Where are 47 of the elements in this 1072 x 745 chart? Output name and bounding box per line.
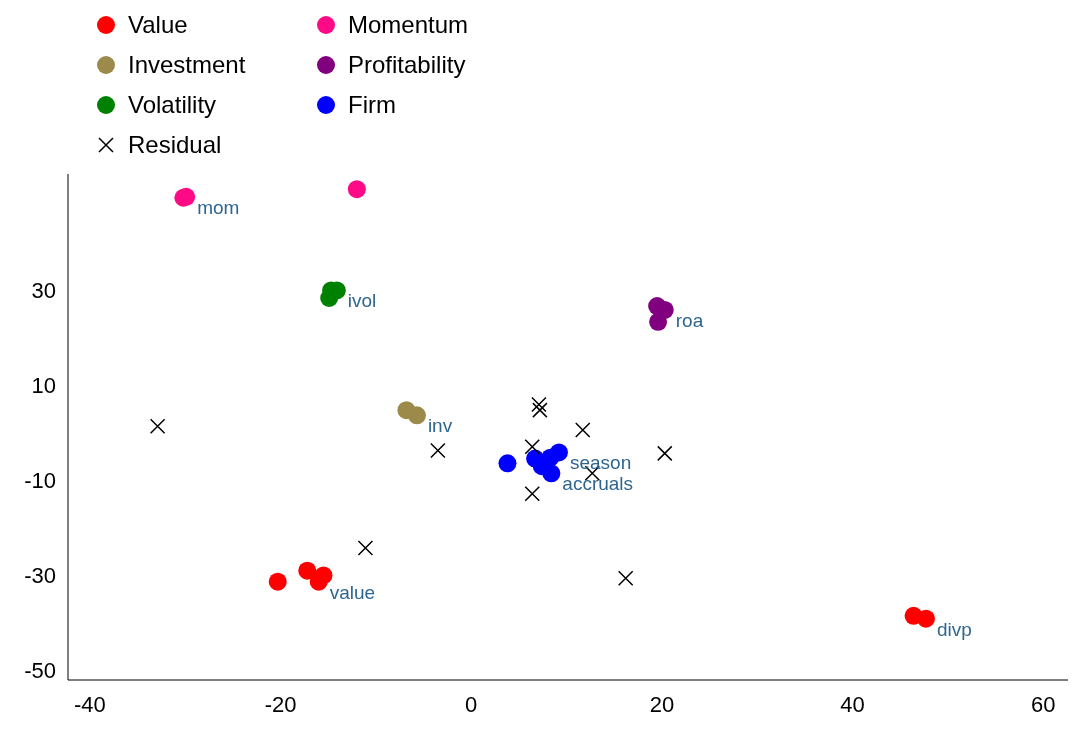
annotation: ivol xyxy=(347,290,377,312)
annotation: divp xyxy=(936,618,972,640)
point xyxy=(298,561,317,580)
annotation: value xyxy=(329,581,376,603)
x-tick-label: 60 xyxy=(1030,691,1056,717)
legend-label: Residual xyxy=(128,131,222,159)
point xyxy=(320,289,339,308)
legend-label: Value xyxy=(128,11,188,39)
x-tick-label: 20 xyxy=(649,691,675,717)
x-tick-label: 40 xyxy=(840,691,865,717)
point xyxy=(575,422,591,438)
x-tick-label: -20 xyxy=(264,691,297,717)
point xyxy=(524,486,540,502)
point xyxy=(531,396,547,413)
legend-label: Volatility xyxy=(128,91,217,119)
point xyxy=(549,443,568,462)
y-tick-label: -10 xyxy=(24,468,56,494)
x-tick-label: -40 xyxy=(74,691,106,717)
point xyxy=(524,438,540,455)
y-tick-label: -30 xyxy=(24,563,56,589)
annotation: accruals xyxy=(562,473,634,495)
annotation: season xyxy=(569,452,632,474)
point xyxy=(617,570,634,587)
annotation: mom xyxy=(197,196,240,218)
point xyxy=(649,312,668,331)
annotation: inv xyxy=(427,415,453,437)
point xyxy=(657,445,673,462)
point xyxy=(268,572,287,591)
point xyxy=(542,464,561,483)
point xyxy=(532,402,548,418)
legend-label: Momentum xyxy=(348,11,469,39)
point xyxy=(357,540,374,556)
legend-label: Profitability xyxy=(348,51,466,79)
x-tick-label: 0 xyxy=(465,691,478,717)
legend-label: Firm xyxy=(348,91,396,119)
y-tick-label: 10 xyxy=(31,373,56,399)
point xyxy=(498,454,517,473)
point xyxy=(347,180,366,199)
point xyxy=(916,609,935,628)
legend-label: Investment xyxy=(128,51,246,79)
point xyxy=(407,406,426,425)
y-tick-label: -50 xyxy=(24,658,56,684)
point xyxy=(314,566,333,585)
point xyxy=(430,442,446,459)
y-tick-label: 30 xyxy=(31,278,56,304)
point xyxy=(149,418,166,435)
annotation: roa xyxy=(675,309,704,331)
